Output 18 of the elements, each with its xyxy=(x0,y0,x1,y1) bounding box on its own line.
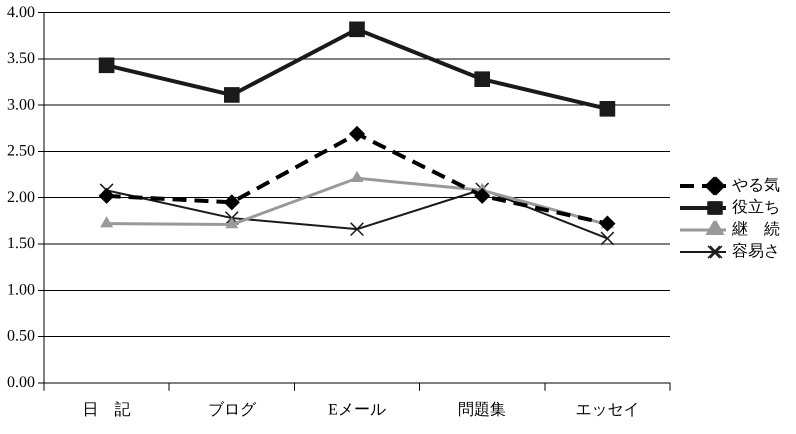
y-tick-label: 1.50 xyxy=(7,235,35,252)
y-tick-label: 4.00 xyxy=(7,4,35,21)
y-tick-label: 3.50 xyxy=(7,50,35,68)
legend-label: 役立ち xyxy=(732,198,780,216)
y-tick-label: 0.50 xyxy=(7,328,35,345)
legend-label: 継 続 xyxy=(731,220,780,238)
y-tick-label: 3.00 xyxy=(7,96,35,114)
y-tick-label: 0.00 xyxy=(7,374,35,392)
x-tick-label: 日 記 xyxy=(82,400,131,419)
legend-label: やる気 xyxy=(732,177,780,194)
x-tick-label: Eメール xyxy=(328,402,386,419)
x-tick-label: ブログ xyxy=(208,400,257,419)
x-tick-label: 問題集 xyxy=(458,402,506,419)
y-tick-label: 2.50 xyxy=(7,142,35,160)
y-tick-label: 2.00 xyxy=(7,188,35,206)
x-tick-label: エッセイ xyxy=(575,402,640,419)
legend-label: 容易さ xyxy=(732,242,780,260)
y-tick-label: 1.00 xyxy=(7,281,35,298)
